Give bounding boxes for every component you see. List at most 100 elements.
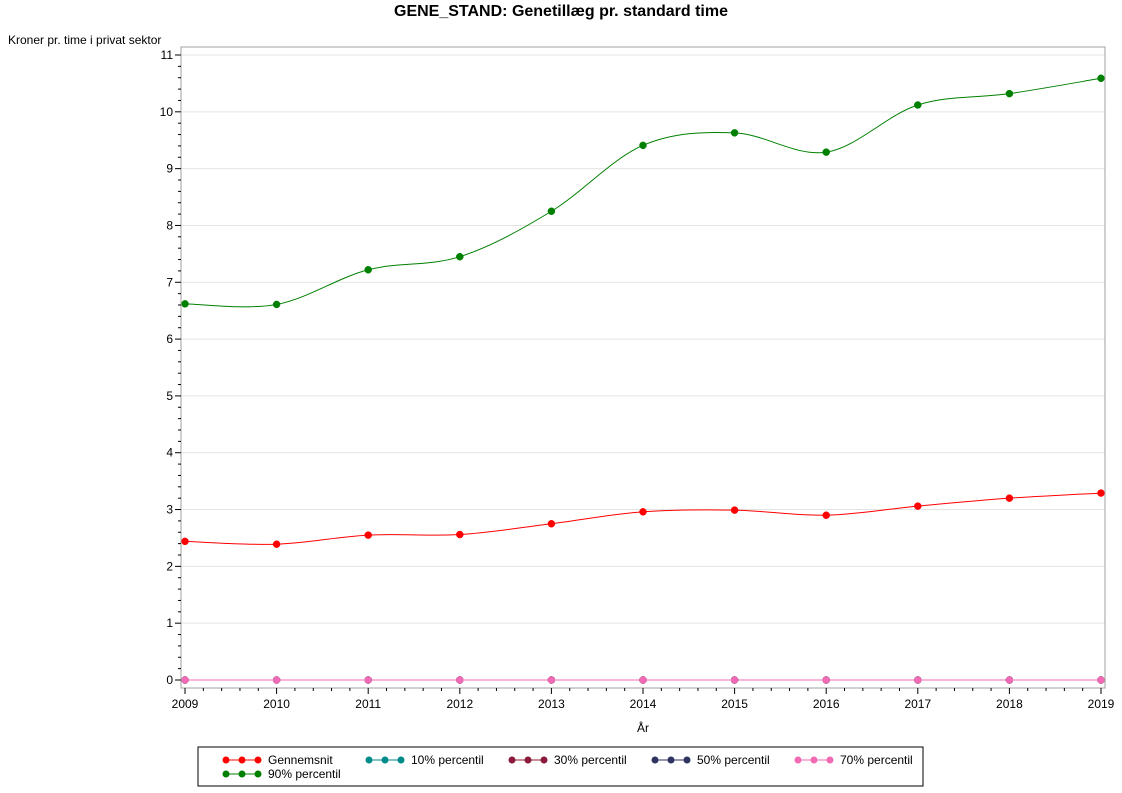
x-tick-label-2014: 2014	[630, 697, 657, 711]
data-point-gennemsnit-2017	[914, 502, 922, 510]
data-point-90-percentil-2013	[547, 207, 556, 215]
y-tick-label-4: 4	[166, 446, 173, 460]
legend-swatch-marker-90-percentil-0	[222, 770, 230, 778]
y-axis: 0 1 2 3 4 5 6 7 8 9 10 11	[160, 48, 181, 687]
data-point-90-percentil-2009	[181, 300, 189, 308]
data-point-70-percentil-2014	[639, 676, 647, 684]
x-tick-label-2018: 2018	[996, 697, 1023, 711]
data-point-90-percentil-2014	[639, 141, 647, 150]
data-point-gennemsnit-2012	[456, 530, 464, 539]
legend-item-90-percentil: 90% percentil	[222, 767, 341, 781]
legend-swatch-marker-90-percentil-1	[238, 770, 246, 778]
data-point-gennemsnit-2009	[181, 537, 189, 546]
legend-box	[197, 746, 924, 787]
data-point-gennemsnit-2015	[730, 506, 739, 514]
series-70-percentil	[181, 676, 1105, 684]
legend-swatch-marker-70-percentil-2	[826, 756, 834, 764]
legend-item-30-percentil: 30% percentil	[508, 753, 627, 767]
legend-swatch-marker-gennemsnit-1	[238, 756, 246, 764]
data-point-gennemsnit-2014	[639, 508, 647, 516]
data-point-gennemsnit-2011	[364, 531, 372, 539]
legend-swatch-marker-50-percentil-1	[667, 756, 675, 764]
data-point-70-percentil-2010	[272, 676, 281, 684]
data-point-70-percentil-2015	[730, 676, 739, 684]
gridlines	[181, 54, 1105, 624]
data-point-90-percentil-2012	[456, 252, 464, 261]
y-tick-label-0: 0	[166, 673, 173, 687]
data-point-90-percentil-2015	[730, 129, 739, 137]
data-point-gennemsnit-2019	[1097, 489, 1105, 497]
legend-swatch-marker-10-percentil-0	[365, 756, 373, 764]
data-point-90-percentil-2018	[1005, 89, 1014, 98]
series-90-percentil	[181, 74, 1105, 309]
legend-item-50-percentil: 50% percentil	[651, 753, 770, 767]
y-tick-label-8: 8	[166, 218, 173, 232]
data-point-90-percentil-2017	[914, 101, 922, 109]
legend-swatch-marker-70-percentil-0	[794, 756, 802, 764]
legend-swatch-marker-10-percentil-1	[381, 756, 389, 764]
legend-label-gennemsnit: Gennemsnit	[268, 753, 333, 767]
y-axis-label: Kroner pr. time i privat sektor	[8, 33, 161, 47]
y-tick-label-6: 6	[166, 332, 173, 346]
x-tick-label-2013: 2013	[538, 697, 565, 711]
legend-label-70-percentil: 70% percentil	[840, 753, 913, 767]
series-line-90-percentil	[184, 77, 1102, 308]
x-axis: 2009 2010 2011 2012 2013 2014 2015 2016 2017 2018…	[172, 688, 1115, 711]
legend-item-10-percentil: 10% percentil	[365, 753, 484, 767]
data-point-70-percentil-2012	[456, 676, 464, 684]
legend-swatch-marker-50-percentil-2	[683, 756, 691, 764]
y-tick-label-11: 11	[161, 48, 174, 62]
data-point-90-percentil-2016	[822, 148, 830, 156]
legend-swatch-marker-30-percentil-2	[540, 756, 548, 764]
data-point-90-percentil-2019	[1097, 74, 1105, 83]
x-tick-label-2012: 2012	[446, 697, 473, 711]
data-point-70-percentil-2016	[822, 676, 830, 684]
chart-title: GENE_STAND: Genetillæg pr. standard time	[394, 3, 728, 20]
x-tick-label-2011: 2011	[355, 697, 381, 711]
y-tick-label-9: 9	[166, 162, 173, 176]
data-point-70-percentil-2017	[914, 676, 922, 684]
x-tick-label-2016: 2016	[813, 697, 840, 711]
data-point-70-percentil-2018	[1005, 676, 1014, 684]
legend-item-gennemsnit: Gennemsnit	[222, 753, 333, 767]
data-point-70-percentil-2009	[181, 676, 189, 684]
legend-swatch-marker-70-percentil-1	[810, 756, 818, 764]
legend-swatch-marker-10-percentil-2	[397, 756, 405, 764]
y-tick-label-1: 1	[166, 616, 173, 630]
y-tick-label-2: 2	[166, 559, 173, 573]
y-tick-label-10: 10	[160, 105, 174, 119]
legend: Gennemsnit 10% percentil 30% percentil 50% …	[197, 746, 924, 787]
legend-label-30-percentil: 30% percentil	[554, 753, 627, 767]
legend-label-10-percentil: 10% percentil	[411, 753, 484, 767]
data-point-70-percentil-2013	[547, 676, 556, 684]
legend-swatch-marker-90-percentil-2	[254, 770, 262, 778]
data-point-gennemsnit-2010	[272, 540, 281, 548]
data-point-gennemsnit-2018	[1005, 494, 1014, 502]
data-point-gennemsnit-2013	[547, 520, 556, 528]
legend-swatch-marker-30-percentil-1	[524, 756, 532, 764]
y-tick-label-7: 7	[166, 275, 173, 289]
data-point-90-percentil-2011	[364, 266, 372, 274]
x-tick-label-2010: 2010	[263, 697, 290, 711]
legend-swatch-marker-30-percentil-0	[508, 756, 516, 764]
data-point-gennemsnit-2016	[822, 511, 830, 519]
y-tick-label-3: 3	[166, 503, 173, 517]
legend-label-90-percentil: 90% percentil	[268, 767, 341, 781]
legend-swatch-marker-gennemsnit-0	[222, 756, 230, 764]
legend-label-50-percentil: 50% percentil	[697, 753, 770, 767]
x-tick-label-2009: 2009	[172, 697, 199, 711]
legend-swatch-marker-gennemsnit-2	[254, 756, 262, 764]
x-tick-label-2015: 2015	[721, 697, 748, 711]
series-line-gennemsnit	[184, 492, 1102, 545]
data-point-90-percentil-2010	[272, 300, 281, 309]
x-tick-label-2019: 2019	[1088, 697, 1115, 711]
x-tick-label-2017: 2017	[904, 697, 931, 711]
data-point-70-percentil-2011	[364, 676, 372, 684]
legend-swatch-marker-50-percentil-0	[651, 756, 659, 764]
series-lines	[181, 74, 1105, 684]
data-point-70-percentil-2019	[1097, 676, 1105, 684]
series-gennemsnit	[181, 489, 1105, 548]
x-axis-label: År	[637, 720, 649, 735]
legend-item-70-percentil: 70% percentil	[794, 753, 913, 767]
